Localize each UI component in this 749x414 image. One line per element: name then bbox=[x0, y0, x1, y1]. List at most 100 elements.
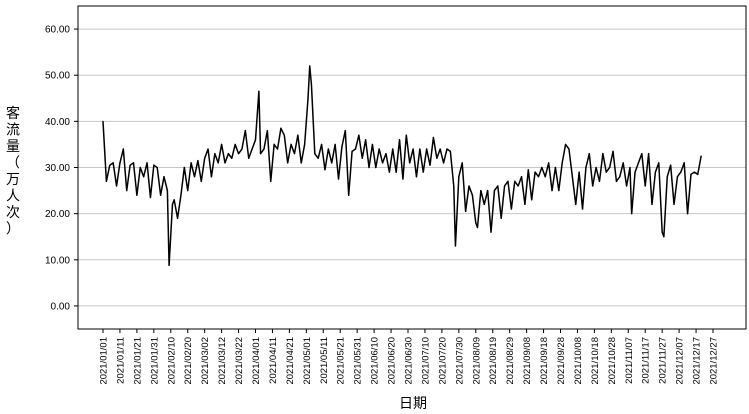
data-point bbox=[244, 129, 246, 132]
data-point bbox=[548, 162, 550, 164]
data-point bbox=[327, 148, 329, 150]
data-point bbox=[304, 143, 306, 146]
x-tick-label: 2021/12/27 bbox=[709, 337, 720, 385]
x-tick-label: 2021/10/08 bbox=[573, 337, 584, 385]
x-tick-label: 2021/07/10 bbox=[420, 337, 431, 385]
x-tick-label: 2021/06/20 bbox=[387, 337, 398, 385]
y-tick-label: 0.00 bbox=[51, 301, 71, 312]
data-point bbox=[337, 178, 340, 180]
data-point bbox=[361, 157, 363, 159]
data-point bbox=[666, 176, 668, 178]
x-tick-label: 2021/04/01 bbox=[251, 337, 262, 385]
data-point bbox=[166, 189, 168, 192]
data-point bbox=[690, 173, 692, 176]
data-point bbox=[670, 164, 672, 166]
data-point bbox=[480, 189, 482, 192]
data-point bbox=[171, 203, 174, 206]
data-point bbox=[309, 65, 311, 67]
y-axis-title-char: 流 bbox=[6, 123, 20, 139]
data-point bbox=[371, 143, 374, 146]
x-tick-label: 2021/11/17 bbox=[641, 337, 652, 384]
data-point bbox=[375, 166, 377, 169]
data-point bbox=[544, 176, 546, 178]
x-tick-label: 2021/08/09 bbox=[471, 337, 482, 385]
data-point bbox=[490, 231, 492, 233]
data-point bbox=[248, 157, 250, 159]
data-point bbox=[180, 194, 182, 196]
x-tick-label: 2021/06/10 bbox=[370, 337, 381, 385]
data-point bbox=[183, 166, 185, 169]
data-point bbox=[419, 148, 421, 150]
data-point bbox=[273, 143, 275, 146]
data-point bbox=[595, 166, 597, 169]
data-point bbox=[241, 148, 243, 150]
x-tick-label: 2021/05/31 bbox=[353, 337, 364, 385]
y-axis-title-char: 客 bbox=[6, 105, 20, 122]
data-point bbox=[680, 171, 682, 173]
data-point bbox=[605, 171, 607, 173]
data-point bbox=[454, 245, 457, 247]
x-tick-label: 2021/11/07 bbox=[624, 337, 635, 384]
data-point bbox=[561, 162, 563, 164]
x-tick-label: 2021/01/21 bbox=[132, 337, 143, 385]
data-point bbox=[503, 185, 506, 187]
data-point bbox=[105, 180, 107, 182]
series-line bbox=[102, 65, 702, 267]
data-point bbox=[700, 155, 702, 157]
data-point bbox=[221, 143, 223, 146]
y-axis-title-char: 万 bbox=[6, 172, 20, 188]
data-point bbox=[160, 194, 162, 196]
data-point bbox=[476, 226, 479, 229]
data-point bbox=[615, 180, 618, 182]
data-point bbox=[129, 164, 131, 166]
y-axis-title-char: ） bbox=[6, 222, 20, 238]
data-point bbox=[497, 185, 499, 187]
data-point bbox=[588, 153, 590, 155]
data-point bbox=[514, 180, 516, 182]
data-point bbox=[263, 148, 265, 150]
data-point bbox=[276, 148, 279, 150]
data-point bbox=[351, 150, 353, 152]
data-point bbox=[697, 173, 699, 176]
data-point bbox=[156, 166, 158, 169]
data-point bbox=[651, 203, 653, 206]
x-tick-label: 2021/09/18 bbox=[539, 337, 550, 385]
data-point bbox=[310, 83, 313, 86]
x-axis-title: 日期 bbox=[399, 396, 427, 412]
data-point bbox=[449, 150, 451, 152]
data-point bbox=[612, 150, 614, 152]
data-point bbox=[661, 231, 663, 233]
data-point bbox=[534, 171, 536, 173]
y-axis-title-char: 量 bbox=[6, 139, 20, 155]
data-point bbox=[280, 127, 282, 129]
data-point bbox=[146, 162, 148, 164]
data-point bbox=[568, 148, 570, 150]
data-point bbox=[251, 148, 253, 150]
data-point bbox=[619, 176, 621, 178]
data-point bbox=[598, 180, 601, 182]
data-point bbox=[385, 153, 387, 155]
data-point bbox=[673, 203, 675, 206]
data-point bbox=[368, 166, 370, 169]
data-point bbox=[237, 153, 240, 155]
data-point bbox=[365, 139, 367, 141]
data-point bbox=[442, 162, 445, 164]
data-point bbox=[173, 199, 175, 201]
data-point bbox=[317, 157, 319, 159]
x-tick-label: 2021/03/22 bbox=[234, 337, 245, 385]
x-tick-label: 2021/03/12 bbox=[217, 337, 228, 385]
data-point bbox=[297, 134, 299, 136]
data-point bbox=[465, 210, 467, 212]
data-point bbox=[446, 148, 448, 150]
data-point bbox=[381, 162, 384, 164]
data-point bbox=[429, 164, 431, 166]
data-point bbox=[578, 171, 580, 173]
data-point bbox=[388, 171, 390, 173]
data-point bbox=[527, 169, 529, 171]
data-point bbox=[231, 157, 233, 159]
x-tick-label: 2021/06/30 bbox=[404, 337, 415, 385]
x-tick-label: 2021/08/29 bbox=[505, 337, 516, 385]
data-point bbox=[507, 180, 509, 182]
y-gridlines bbox=[78, 28, 746, 307]
